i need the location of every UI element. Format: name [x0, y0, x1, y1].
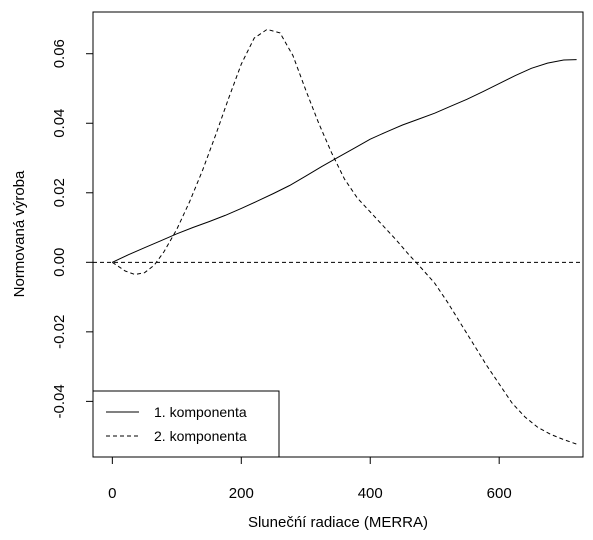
- series-line-1: [112, 59, 577, 263]
- x-tick-label: 200: [229, 485, 254, 502]
- x-tick-label: 400: [358, 485, 383, 502]
- x-tick-label: 0: [108, 485, 116, 502]
- y-axis-title: Normovaná výroba: [11, 170, 28, 297]
- y-tick-label: -0.04: [51, 384, 68, 418]
- y-tick-label: 0.02: [51, 178, 68, 207]
- x-axis-title: Slunečńí radiace (MERRA): [248, 514, 428, 531]
- legend: 1. komponenta 2. komponenta: [92, 390, 280, 458]
- y-tick-label: 0.00: [51, 248, 68, 277]
- y-tick-label: 0.06: [51, 39, 68, 68]
- series-line-2: [112, 28, 577, 445]
- legend-box: [92, 390, 280, 458]
- y-tick-label: 0.04: [51, 109, 68, 138]
- legend-label-2: 2. komponenta: [154, 428, 247, 444]
- y-tick-label: -0.02: [51, 315, 68, 349]
- x-tick-label: 600: [487, 485, 512, 502]
- series-layer: [112, 28, 577, 445]
- legend-label-1: 1. komponenta: [154, 404, 247, 420]
- y-axis: -0.04 -0.02 0.00 0.02 0.04 0.06: [51, 39, 94, 419]
- x-axis: 0 200 400 600: [108, 456, 512, 502]
